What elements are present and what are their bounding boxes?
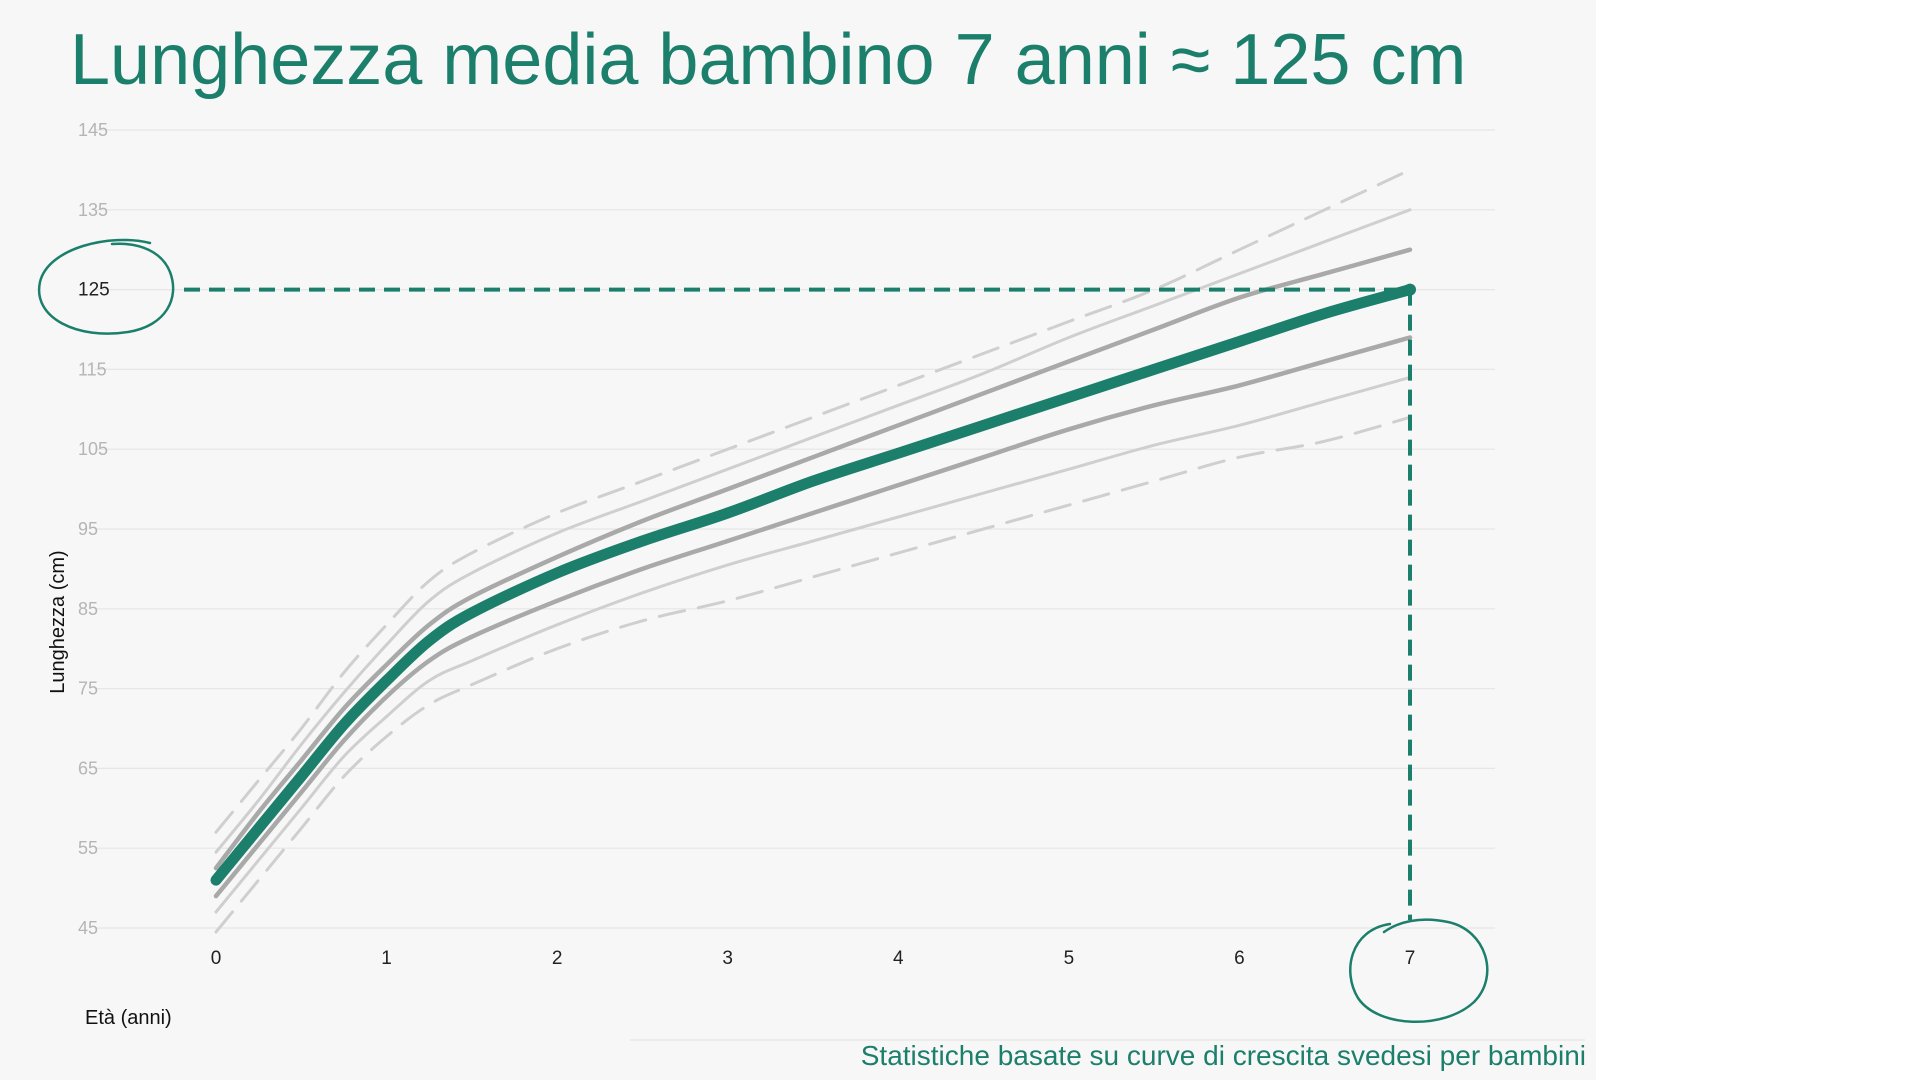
y-tick-label: 45	[78, 918, 98, 938]
page-title: Lunghezza media bambino 7 anni ≈ 125 cm	[70, 20, 1467, 100]
circle-marker-y-value	[37, 238, 175, 335]
percentile-curve-dark	[213, 247, 1413, 871]
grid-lines	[95, 129, 1585, 1041]
y-tick-label: 95	[78, 519, 98, 539]
percentile-curve-dashed	[214, 168, 1412, 834]
x-tick-label: 4	[893, 948, 904, 969]
source-caption: Statistiche basate su curve di crescita …	[860, 1040, 1586, 1071]
y-tick-label: 85	[78, 599, 98, 619]
y-tick-label: 135	[78, 200, 108, 220]
percentile-curve-light	[214, 375, 1412, 914]
highlight-guides	[37, 238, 1489, 1023]
y-tick-label: 125	[78, 280, 110, 301]
y-tick-label: 55	[78, 838, 98, 858]
percentile-curve-dark	[213, 335, 1413, 899]
y-tick-label: 145	[78, 120, 108, 140]
x-tick-label: 2	[552, 948, 563, 969]
x-tick-label: 3	[722, 948, 733, 969]
x-tick-label: 6	[1234, 948, 1245, 969]
percentile-curve-light	[214, 208, 1412, 854]
highlight-point	[1404, 283, 1416, 296]
y-tick-label: 65	[78, 758, 98, 778]
percentile-curve-dashed	[214, 415, 1412, 934]
growth-curves	[210, 168, 1416, 934]
circle-marker-x-value	[1349, 918, 1489, 1023]
x-axis-label: Età (anni)	[85, 1007, 172, 1029]
y-tick-label: 115	[78, 359, 107, 379]
x-tick-label: 5	[1064, 948, 1075, 969]
x-tick-label: 7	[1405, 948, 1416, 969]
median-curve	[210, 284, 1416, 886]
slide-background	[0, 0, 1596, 1080]
y-tick-label: 75	[78, 679, 98, 699]
y-axis-label: Lunghezza (cm)	[47, 550, 69, 693]
x-tick-label: 1	[381, 948, 392, 969]
y-tick-label: 105	[78, 439, 108, 459]
x-tick-label: 0	[211, 948, 222, 969]
